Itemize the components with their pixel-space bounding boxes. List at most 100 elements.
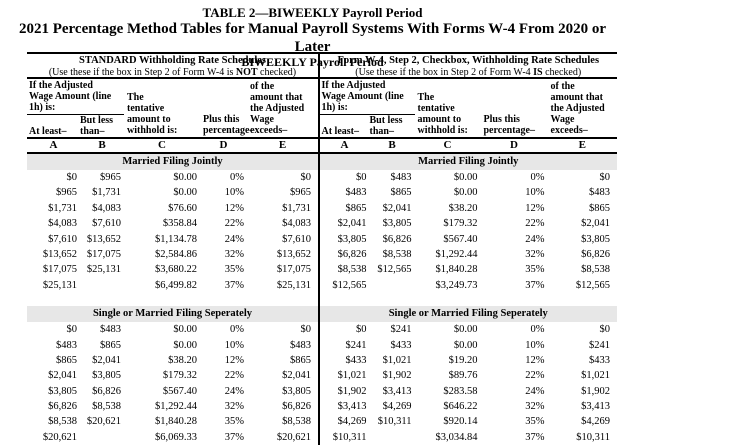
table-cell: 37% (525, 279, 545, 291)
table-cell: $0.00 (453, 187, 478, 199)
table-cell: $2,041 (581, 218, 610, 230)
column-letters-row: A B C D E (27, 137, 318, 154)
header-line: Plus this (203, 114, 240, 125)
table-cell: $6,826 (48, 401, 77, 413)
table-cell: $1,134.78 (155, 233, 197, 245)
table-cell: $8,538 (581, 264, 610, 276)
table-cell: 22% (525, 218, 545, 230)
table-cell: 37% (224, 431, 244, 443)
table-rows: $0 $965 $0.00 0% $0 $965 $1,731 $0.00 10% $965 $1,… (27, 170, 318, 293)
schedule-header: Form W-4, Step 2, Checkbox, Withholding … (319, 54, 617, 79)
column-letter: D (510, 139, 518, 151)
table-cell: $7,610 (92, 218, 121, 230)
table-row: $965 $1,731 $0.00 10% $965 (27, 185, 318, 200)
table-row: $25,131 $6,499.82 37% $25,131 (27, 278, 318, 293)
table-cell: 24% (525, 233, 545, 245)
adjusted-wage-header: If the Adjusted Wage Amount (line 1h) is… (319, 79, 415, 115)
table-rows: $0 $483 $0.00 0% $0 $483 $865 $0.00 10% $483 $865 $… (27, 322, 318, 445)
table-cell: $1,731 (48, 202, 77, 214)
header-line: Wage Amount (line (321, 91, 404, 102)
schedule-subtitle: (Use these if the box in Step 2 of Form … (27, 67, 318, 78)
table-cell: $1,292.44 (435, 248, 478, 260)
table-cell: $483 (100, 324, 121, 336)
table-cell: $0 (356, 172, 367, 183)
table-cell: $179.32 (162, 370, 197, 382)
table-cell: $20,621 (276, 431, 311, 443)
table-cell: $865 (100, 339, 121, 351)
table-cell: $865 (345, 202, 367, 214)
tentative-header: The tentative amount to withhold is: (415, 79, 481, 137)
header-line: If the Adjusted (321, 80, 386, 91)
table-cell: $241 (589, 339, 610, 351)
table-cell: 0% (530, 324, 545, 336)
title-block: TABLE 2—BIWEEKLY Payroll Period 2021 Per… (0, 5, 625, 69)
table-cell: $19.20 (448, 354, 478, 366)
table-cell: $865 (290, 354, 311, 366)
table-cell: $2,041 (92, 354, 121, 366)
table-cell: $2,041 (382, 202, 412, 214)
table-cell: $865 (589, 202, 610, 214)
table-row: $4,083 $7,610 $358.84 22% $4,083 (27, 216, 318, 231)
table-cell: $8,538 (48, 416, 77, 428)
table-cell: $6,826 (282, 401, 311, 413)
table-cell: $1,902 (382, 370, 412, 382)
schedule-subtitle-prefix: (Use these if the box in Step 2 of Form … (48, 67, 236, 78)
column-headers: If the Adjusted Wage Amount (line 1h) is… (319, 79, 618, 137)
table-row: $1,731 $4,083 $76.60 12% $1,731 (27, 201, 318, 216)
standard-schedule-panel: STANDARD Withholding Rate Schedules (Use… (27, 54, 318, 445)
header-line: of the (250, 81, 275, 92)
table-cell: $4,269 (337, 416, 367, 428)
header-line: Wage (550, 114, 575, 125)
table-cell: $10,311 (576, 431, 610, 443)
table-cell: $0.00 (173, 324, 197, 336)
table-row: $7,610 $13,652 $1,134.78 24% $7,610 (27, 232, 318, 247)
column-letter: B (388, 139, 396, 151)
schedule-subtitle-bold: NOT (235, 67, 258, 78)
table-cell: 35% (224, 264, 244, 276)
table-number-title: TABLE 2—BIWEEKLY Payroll Period (202, 5, 423, 20)
header-line: But less (80, 115, 114, 126)
table-cell: $2,584.86 (155, 248, 197, 260)
table-cell: $483 (56, 339, 77, 351)
table-cell: 37% (525, 431, 545, 443)
table-cell: $1,731 (282, 202, 311, 214)
header-line: tentative (127, 103, 165, 114)
table-cell: $358.84 (162, 218, 197, 230)
table-row: $483 $865 $0.00 10% $483 (320, 185, 618, 200)
table-cell: $6,826 (337, 248, 367, 260)
table-cell: $965 (56, 187, 77, 199)
table-cell: $17,075 (276, 264, 311, 276)
schedule-subtitle-suffix: checked) (542, 67, 582, 78)
at-least-header: At least– (321, 126, 360, 137)
header-line: withhold is: (417, 125, 468, 136)
table-cell: 0% (230, 172, 244, 183)
schedule-title: STANDARD Withholding Rate Schedules (79, 55, 266, 66)
table-cell: $920.14 (443, 416, 478, 428)
table-cell: $12,565 (575, 279, 610, 291)
table-cell: $567.40 (443, 233, 478, 245)
table-cell (80, 430, 124, 445)
table-cell: $0.00 (173, 339, 197, 351)
table-cell: $3,805 (92, 370, 121, 382)
filing-status-band: Single or Married Filing Seperately (319, 306, 617, 323)
table-cell: $4,083 (92, 202, 121, 214)
table-cell: 32% (224, 401, 244, 413)
table-row: $483 $865 $0.00 10% $483 (27, 338, 318, 353)
table-cell: 10% (525, 339, 545, 351)
section-gap (320, 293, 618, 306)
but-less-header: But less than– (370, 115, 415, 137)
table-cell: $1,902 (337, 385, 367, 397)
table-cell: $7,610 (48, 233, 77, 245)
table-cell: $283.58 (443, 385, 478, 397)
table-cell: $13,652 (42, 248, 77, 260)
exceeds-header: of the amount that the Adjusted Wage exc… (548, 79, 618, 137)
table-cell: 24% (525, 385, 545, 397)
table-cell: $0 (599, 172, 611, 183)
schedule-title: Form W-4, Step 2, Checkbox, Withholding … (337, 55, 600, 66)
section-gap (27, 293, 318, 306)
table-cell: $3,805 (48, 385, 77, 397)
table-cell: $25,131 (42, 279, 77, 291)
header-line: of the (550, 81, 575, 92)
table-cell (370, 430, 415, 445)
table-row: $3,805 $6,826 $567.40 24% $3,805 (320, 232, 618, 247)
